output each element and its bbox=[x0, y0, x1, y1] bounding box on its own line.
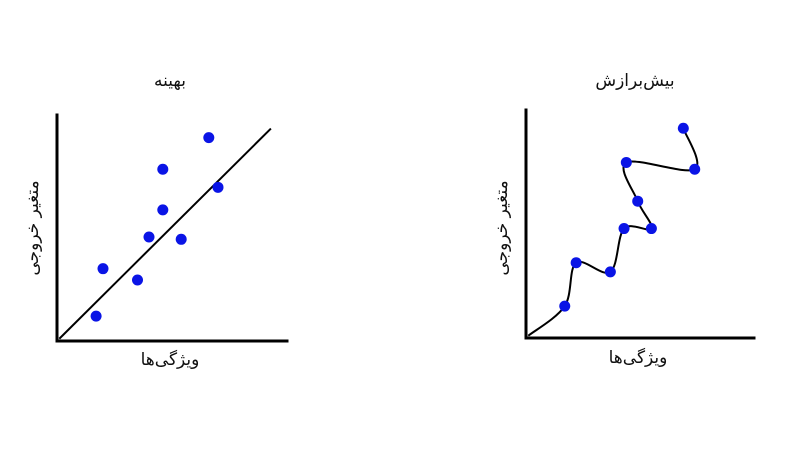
overfit-curve-layer bbox=[527, 127, 699, 337]
panel-overfit: بیش‌برازش متغیر خروجی ویژگی‌ها bbox=[492, 71, 756, 368]
data-point-1 bbox=[559, 300, 571, 312]
data-point-8 bbox=[677, 122, 689, 134]
data-point-7 bbox=[645, 223, 657, 235]
data-points bbox=[90, 132, 224, 322]
data-point-8 bbox=[203, 132, 215, 144]
data-point-6 bbox=[620, 156, 632, 168]
data-point-2 bbox=[97, 263, 109, 275]
data-point-9 bbox=[689, 163, 701, 175]
fit-line-layer bbox=[58, 127, 272, 340]
data-point-9 bbox=[212, 181, 224, 193]
x-axis-label: ویژگی‌ها bbox=[609, 347, 668, 368]
data-point-4 bbox=[618, 223, 630, 235]
y-axis-label: متغیر خروجی bbox=[492, 180, 512, 275]
data-point-1 bbox=[90, 310, 102, 322]
data-point-7 bbox=[175, 233, 187, 245]
data-points bbox=[559, 122, 701, 312]
x-axis-label: ویژگی‌ها bbox=[141, 349, 200, 370]
panel-good-fit: بهینه متغیر خروجی ویژگی‌ها bbox=[23, 71, 289, 370]
data-point-4 bbox=[143, 231, 155, 243]
data-point-6 bbox=[157, 163, 169, 175]
axes bbox=[524, 108, 756, 340]
data-point-5 bbox=[157, 204, 169, 216]
data-point-3 bbox=[604, 266, 616, 278]
data-point-5 bbox=[632, 195, 644, 207]
panel-title: بهینه bbox=[154, 71, 186, 91]
panel-title: بیش‌برازش bbox=[595, 71, 674, 91]
fit-line bbox=[58, 127, 272, 340]
axes bbox=[55, 113, 289, 343]
overfit-curve bbox=[527, 127, 699, 337]
y-axis-label: متغیر خروجی bbox=[23, 180, 43, 275]
data-point-3 bbox=[132, 274, 143, 286]
data-point-2 bbox=[570, 257, 582, 269]
